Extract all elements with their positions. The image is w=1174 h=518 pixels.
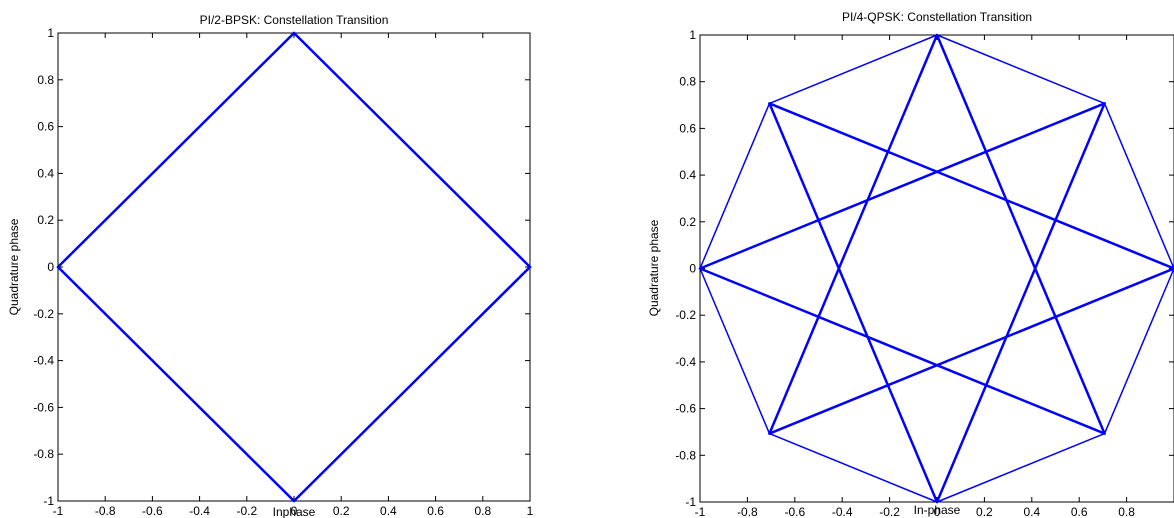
y-tick-label: 0.2 [679, 215, 696, 229]
y-tick-label: -0.2 [33, 307, 54, 321]
transition-line [768, 267, 1174, 435]
y-tick-label: -0.6 [33, 400, 54, 414]
chart-title: PI/2-BPSK: Constellation Transition [200, 13, 389, 27]
transition-line [699, 267, 771, 435]
x-tick-label: 0.2 [976, 505, 993, 518]
x-tick-label: -0.6 [784, 505, 805, 518]
y-tick-label: -0.4 [675, 355, 696, 369]
x-tick-label: 0.8 [1118, 505, 1135, 518]
y-tick-label: -0.8 [675, 448, 696, 462]
x-tick-label: -0.6 [142, 504, 163, 518]
x-tick-label: 0 [934, 505, 941, 518]
y-tick-label: 0.8 [679, 75, 696, 89]
x-tick-label: 0.6 [1071, 505, 1088, 518]
y-tick-label: 0 [47, 260, 54, 274]
x-axis-label: In-phase [914, 503, 961, 517]
transition-line [698, 102, 1106, 270]
y-tick-label: 0.6 [37, 120, 54, 134]
y-tick-label: -1 [43, 494, 54, 508]
x-tick-label: 0.6 [427, 504, 444, 518]
transition-line [936, 34, 1106, 105]
x-tick-label: 0.4 [380, 504, 397, 518]
transition-line [768, 432, 938, 503]
y-tick-label: -0.6 [675, 402, 696, 416]
transition-line [1103, 102, 1174, 270]
x-tick-label: -0.8 [737, 505, 758, 518]
x-tick-label: -0.2 [879, 505, 900, 518]
qpsk-chart: -1 -0.8 -0.6 -0.4 -0.2 0 0.2 0.4 0.6 0.8 -1 -0.8 -0.… [647, 10, 1174, 518]
x-tick-label: -1 [53, 504, 64, 518]
chart-title: PI/4-QPSK: Constellation Transition [842, 10, 1032, 24]
y-tick-label: -1 [685, 495, 696, 509]
transition-line [935, 33, 1106, 435]
x-tick-label: -0.2 [236, 504, 257, 518]
transition-line [936, 432, 1106, 503]
x-tick-label: -0.4 [189, 504, 210, 518]
y-tick-label: 0.4 [37, 166, 54, 180]
x-tick-label: 1 [527, 504, 534, 518]
transition-line [292, 265, 532, 503]
y-tick-label: -0.8 [33, 447, 54, 461]
transition-line [768, 33, 939, 435]
transition-line [698, 267, 1106, 435]
x-tick-label: 0 [291, 504, 298, 518]
y-tick-label: 0.6 [679, 121, 696, 135]
transition-line [699, 102, 771, 270]
x-tick-label: 0.4 [1023, 505, 1040, 518]
x-tick-label: 0.8 [474, 504, 491, 518]
y-tick-label: -0.2 [675, 308, 696, 322]
y-axis-label: Quadrature phase [647, 219, 661, 316]
x-tick-label: -0.4 [832, 505, 853, 518]
x-tick-label: -1 [695, 505, 706, 518]
plot-area-frame [57, 32, 531, 502]
transition-line [768, 102, 939, 504]
y-tick-label: 1 [47, 26, 54, 40]
bpsk-chart: -1 -0.8 -0.6 -0.4 -0.2 0 0.2 0.4 0.6 0.8 1 -1 -0.8 -0… [7, 13, 534, 518]
transition-line [292, 31, 532, 269]
transition-line [768, 34, 938, 105]
x-tick-label: 0.2 [333, 504, 350, 518]
transition-line [56, 265, 296, 503]
x-axis-label: Inphase [273, 505, 316, 518]
transition-line [768, 102, 1174, 270]
y-tick-label: 0 [689, 262, 696, 276]
y-tick-label: 0.4 [679, 168, 696, 182]
x-tick-label: -0.8 [95, 504, 116, 518]
transition-line [56, 31, 296, 269]
transition-line [1103, 267, 1174, 435]
y-tick-label: 0.2 [37, 213, 54, 227]
y-tick-label: -0.4 [33, 354, 54, 368]
y-axis-label: Quadrature phase [7, 218, 21, 315]
y-tick-label: 0.8 [37, 73, 54, 87]
y-tick-label: 1 [689, 28, 696, 42]
transition-line [935, 102, 1106, 504]
